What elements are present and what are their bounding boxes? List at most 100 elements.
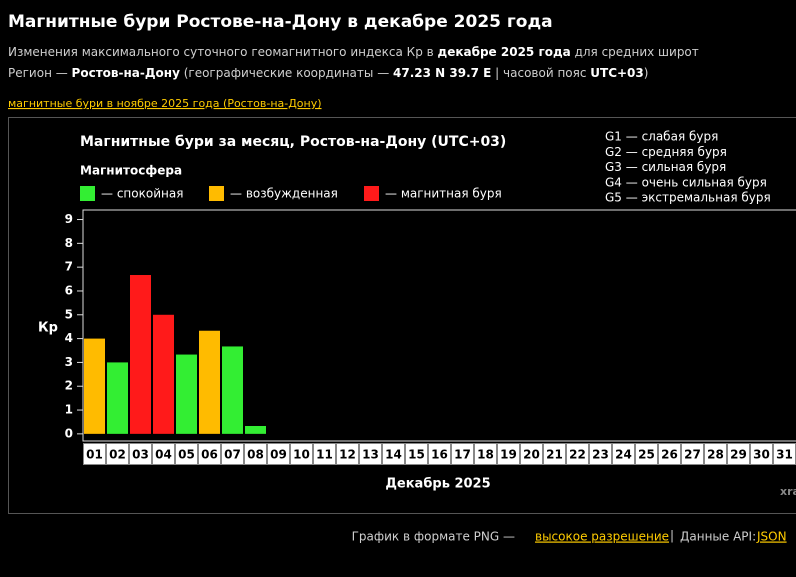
x-label-cell: [313, 443, 336, 465]
x-tick-label: 01: [86, 448, 103, 462]
bar: [130, 275, 151, 434]
y-tick-label: 9: [65, 212, 73, 226]
x-tick-label: 19: [500, 448, 517, 462]
x-label-cell: [497, 443, 520, 465]
page-title: Магнитные бури Ростове-на-Дону в декабре…: [8, 12, 553, 32]
x-label-cell: [750, 443, 773, 465]
y-tick-label: 6: [65, 283, 73, 297]
x-label-cell: [681, 443, 704, 465]
x-label-cell: [727, 443, 750, 465]
bar: [245, 425, 266, 434]
y-axis-label: Кр: [38, 321, 58, 336]
x-tick-label: 18: [477, 448, 494, 462]
x-label-cell: [566, 443, 589, 465]
chart: Магнитные бури за месяц, Ростов-на-Дону …: [38, 130, 796, 498]
x-tick-label: 11: [316, 448, 333, 462]
legend-swatch: [80, 186, 95, 201]
x-tick-label: 31: [776, 448, 793, 462]
x-tick-label: 27: [684, 448, 701, 462]
legend-label: — возбужденная: [230, 187, 338, 201]
x-label-cell: [290, 443, 313, 465]
bar: [84, 338, 105, 434]
y-tick-label: 1: [65, 403, 73, 417]
x-tick-label: 03: [132, 448, 149, 462]
x-tick-label: 30: [753, 448, 770, 462]
x-tick-label: 17: [454, 448, 471, 462]
bar: [107, 362, 128, 434]
text: для средних широт: [571, 45, 699, 59]
x-tick-label: 16: [431, 448, 448, 462]
legend-swatch: [209, 186, 224, 201]
x-tick-label: 21: [546, 448, 563, 462]
storm-scale-item: G3 — сильная буря: [605, 160, 726, 174]
x-tick-label: 25: [638, 448, 655, 462]
watermark: xra: [780, 485, 796, 498]
x-label-cell: [474, 443, 497, 465]
x-label-cell: [336, 443, 359, 465]
x-tick-label: 23: [592, 448, 609, 462]
separator: |: [670, 529, 674, 543]
x-tick-label: 04: [155, 448, 172, 462]
bar: [176, 354, 197, 434]
bar: [153, 314, 174, 434]
hires-link[interactable]: высокое разрешение: [535, 530, 669, 544]
x-label-cell: [589, 443, 612, 465]
x-label-cell: [83, 443, 106, 465]
text: 47.23 N 39.7 E: [393, 66, 491, 80]
x-label-cell: [704, 443, 727, 465]
text: Регион —: [8, 66, 72, 80]
text: Изменения максимального суточного геомаг…: [8, 45, 438, 59]
x-tick-label: 20: [523, 448, 540, 462]
subtitle: Изменения максимального суточного геомаг…: [8, 45, 699, 59]
legend-title: Магнитосфера: [80, 164, 182, 178]
storm-scale-item: G2 — средняя буря: [605, 145, 727, 159]
json-link[interactable]: JSON: [756, 530, 787, 544]
x-tick-label: 02: [109, 448, 126, 462]
legend-swatch: [364, 186, 379, 201]
y-tick-label: 8: [65, 236, 73, 250]
bar: [222, 346, 243, 434]
x-tick-label: 10: [293, 448, 310, 462]
x-label-cell: [428, 443, 451, 465]
x-label-cell: [658, 443, 681, 465]
x-label-cell: [451, 443, 474, 465]
y-tick-label: 3: [65, 355, 73, 369]
x-label-cell: [129, 443, 152, 465]
x-tick-label: 24: [615, 448, 632, 462]
x-tick-label: 08: [247, 448, 264, 462]
chart-frame: [8, 117, 796, 514]
x-axis-label: Декабрь 2025: [385, 477, 490, 492]
x-label-cell: [635, 443, 658, 465]
legend-label: — магнитная буря: [385, 187, 502, 201]
x-label-cell: [267, 443, 290, 465]
api-text: Данные API:: [680, 530, 756, 544]
text: Ростов-на-Дону: [72, 66, 181, 80]
x-label-cell: [152, 443, 175, 465]
x-tick-label: 26: [661, 448, 678, 462]
text: ): [644, 66, 649, 80]
x-label-cell: [244, 443, 267, 465]
y-tick-label: 5: [65, 307, 73, 321]
x-label-cell: [405, 443, 428, 465]
footer-text: График в формате PNG —: [352, 530, 515, 544]
region: Регион — Ростов-на-Дону (географические …: [8, 66, 648, 80]
text: декабре 2025 года: [438, 45, 571, 59]
y-tick-label: 4: [65, 331, 73, 345]
x-tick-label: 12: [339, 448, 356, 462]
legend-label: — спокойная: [101, 187, 183, 201]
bar: [199, 330, 220, 434]
prev-month-link[interactable]: магнитные бури в ноябре 2025 года (Росто…: [8, 97, 322, 110]
storm-scale-item: G1 — слабая буря: [605, 130, 718, 144]
chart-title: Магнитные бури за месяц, Ростов-на-Дону …: [80, 134, 506, 150]
x-tick-label: 22: [569, 448, 586, 462]
x-label-cell: [543, 443, 566, 465]
x-tick-label: 29: [730, 448, 747, 462]
y-tick-label: 2: [65, 379, 73, 393]
x-label-cell: [198, 443, 221, 465]
x-label-cell: [175, 443, 198, 465]
storm-scale-item: G5 — экстремальная буря: [605, 191, 771, 205]
x-label-cell: [359, 443, 382, 465]
x-tick-label: 14: [385, 448, 402, 462]
